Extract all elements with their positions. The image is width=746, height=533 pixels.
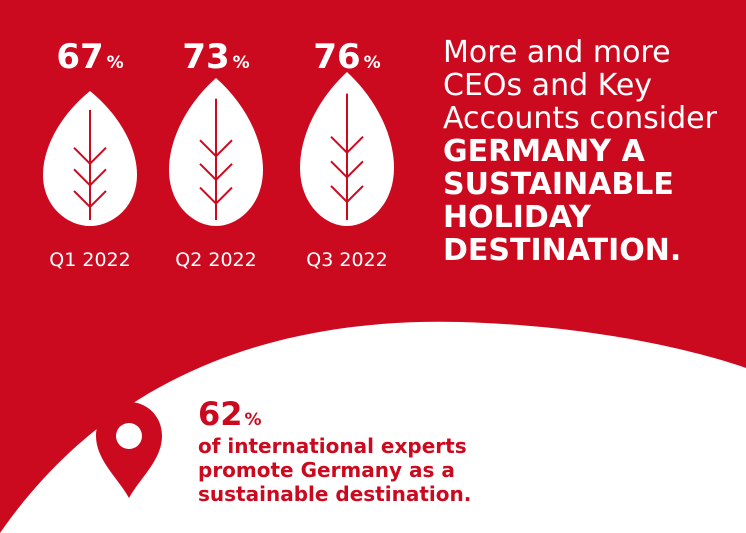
- data-label-unit: %: [106, 53, 124, 73]
- experts-value: 62: [198, 395, 243, 433]
- leaf-icon: [169, 78, 263, 226]
- headline-regular: More and more CEOs and Key Accounts cons…: [443, 35, 717, 136]
- location-pin-icon: [96, 402, 162, 498]
- leaf-icon: [43, 91, 137, 226]
- experts-percentage: 62%: [198, 398, 262, 430]
- data-label-value: 73: [182, 37, 230, 77]
- category-label: Q3 2022: [306, 249, 388, 271]
- leaf-icon: [300, 72, 394, 226]
- category-label: Q2 2022: [175, 249, 257, 271]
- data-label-value: 67: [56, 37, 104, 77]
- data-label: 67%: [30, 40, 150, 74]
- category-label: Q1 2022: [49, 249, 131, 271]
- data-label-unit: %: [363, 53, 381, 73]
- headline-bold: GERMANY A SUSTAINABLE HOLIDAY DESTINATIO…: [443, 134, 682, 268]
- data-label: 73%: [156, 40, 276, 74]
- data-label-unit: %: [232, 53, 250, 73]
- experts-unit: %: [244, 410, 262, 430]
- experts-text: of international experts promote Germany…: [198, 434, 472, 506]
- headline: More and more CEOs and Key Accounts cons…: [443, 36, 743, 267]
- data-label-value: 76: [313, 37, 361, 77]
- data-label: 76%: [287, 40, 407, 74]
